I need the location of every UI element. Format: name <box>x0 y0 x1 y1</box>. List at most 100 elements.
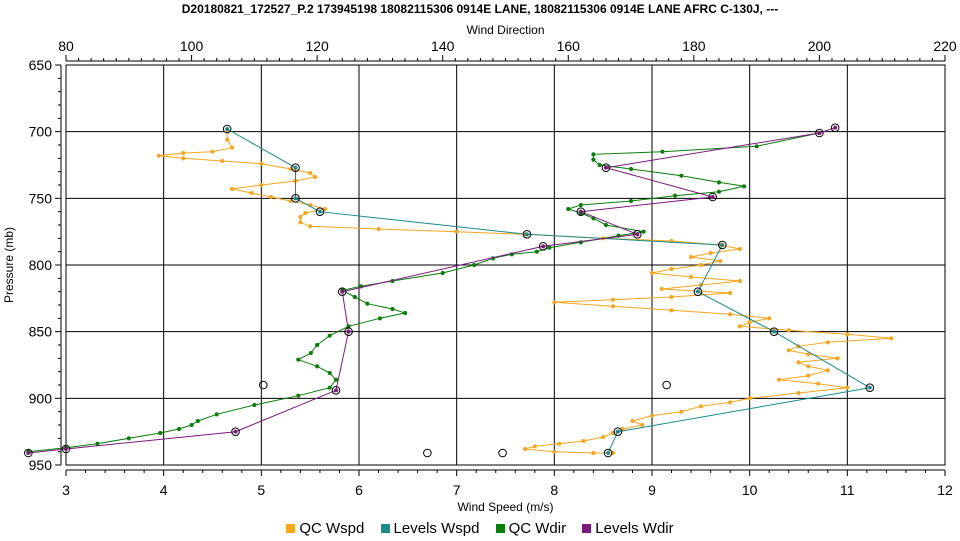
marker-circle <box>423 448 432 458</box>
data-point <box>126 436 131 441</box>
data-point-center <box>695 289 700 294</box>
data-point <box>660 149 665 154</box>
data-point <box>552 300 557 305</box>
data-point <box>296 357 301 362</box>
data-point <box>786 328 791 333</box>
data-point <box>640 422 645 428</box>
data-point <box>806 352 811 357</box>
legend-label: Levels Wspd <box>393 520 480 537</box>
x-axis-bottom-tick-label: 4 <box>160 482 168 498</box>
data-point <box>728 400 733 405</box>
data-point <box>156 153 161 158</box>
data-point <box>522 446 528 452</box>
data-point <box>688 274 694 280</box>
data-point <box>591 450 596 456</box>
data-point <box>737 246 743 252</box>
data-point <box>538 242 548 251</box>
x-axis-bottom-tick-label: 9 <box>648 482 656 498</box>
x-axis-bottom-tick-label: 6 <box>355 482 363 498</box>
data-point <box>291 163 300 172</box>
data-point <box>708 250 713 256</box>
data-point <box>576 207 586 216</box>
legend-item-levels-wspd[interactable]: Levels Wspd <box>380 520 480 537</box>
data-point <box>769 327 779 336</box>
data-point <box>377 316 383 321</box>
data-point <box>628 198 634 204</box>
marker-circle <box>662 380 671 390</box>
data-point <box>737 278 743 284</box>
data-point-center <box>606 451 611 455</box>
y-axis-tick-label: 800 <box>29 257 53 273</box>
data-point <box>566 206 571 212</box>
x-axis-top-tick-label: 100 <box>180 38 204 54</box>
data-point <box>557 441 562 446</box>
x-axis-bottom-tick-label: 12 <box>937 482 953 498</box>
data-point <box>440 270 445 276</box>
legend-swatch-icon <box>380 523 390 533</box>
y-axis-title: Pressure (mb) <box>2 227 16 303</box>
x-axis-top-tick-label: 140 <box>431 38 455 54</box>
data-point <box>225 137 230 142</box>
legend-label: Levels Wdir <box>595 520 674 537</box>
data-point <box>815 128 824 138</box>
data-point <box>741 184 747 189</box>
data-point <box>698 262 703 268</box>
data-point <box>865 383 875 392</box>
data-point <box>591 157 596 162</box>
data-point <box>195 418 200 424</box>
data-point <box>767 316 772 321</box>
data-point-center <box>340 289 345 294</box>
data-point <box>737 324 743 329</box>
y-axis-tick-label: 700 <box>29 124 53 140</box>
data-point-center <box>817 131 822 135</box>
data-point <box>747 396 752 401</box>
data-point <box>210 149 215 154</box>
data-point <box>249 190 254 196</box>
data-point-center <box>867 385 872 390</box>
data-point <box>796 360 801 365</box>
data-point <box>641 229 646 234</box>
legend-item-qc-wspd[interactable]: QC Wspd <box>286 520 364 537</box>
data-point-center <box>772 329 777 334</box>
data-point <box>716 189 722 194</box>
x-axis-bottom-tick-label: 7 <box>453 482 461 498</box>
data-point <box>633 230 642 239</box>
data-point <box>613 427 623 436</box>
data-point <box>815 381 821 386</box>
data-point <box>603 222 609 228</box>
data-point <box>610 297 616 302</box>
y-axis-tick-label: 900 <box>29 390 53 406</box>
data-point <box>252 402 257 408</box>
data-point <box>796 390 801 396</box>
data-point <box>825 340 830 345</box>
data-point <box>315 207 325 216</box>
y-axis-tick-label: 950 <box>29 457 53 473</box>
data-point <box>331 386 341 395</box>
chart-title: D20180821_172527_P.2 173945198 180821153… <box>181 2 779 16</box>
data-point <box>688 254 694 260</box>
data-point <box>298 220 303 225</box>
legend-item-levels-wdir[interactable]: Levels Wdir <box>582 520 674 537</box>
data-point <box>95 441 100 446</box>
data-point <box>296 393 301 398</box>
data-point <box>603 448 613 458</box>
data-point-center <box>603 165 608 170</box>
data-point <box>669 308 674 313</box>
data-point <box>659 286 664 292</box>
data-point <box>786 348 791 353</box>
x-axis-bottom-title: Wind Speed (m/s) <box>457 500 553 514</box>
data-point <box>889 336 894 341</box>
data-point <box>649 270 655 276</box>
data-point <box>776 377 782 382</box>
legend-item-qc-wdir[interactable]: QC Wdir <box>495 520 566 537</box>
x-axis-bottom-tick-label: 11 <box>840 482 855 498</box>
x-axis-top-tick-label: 80 <box>58 38 74 54</box>
data-point <box>630 418 635 424</box>
data-point-center <box>333 388 338 393</box>
data-point <box>390 306 395 312</box>
data-point <box>825 368 830 373</box>
y-axis-tick-label: 650 <box>29 57 53 73</box>
data-point <box>806 364 811 369</box>
data-point-center <box>64 447 68 451</box>
